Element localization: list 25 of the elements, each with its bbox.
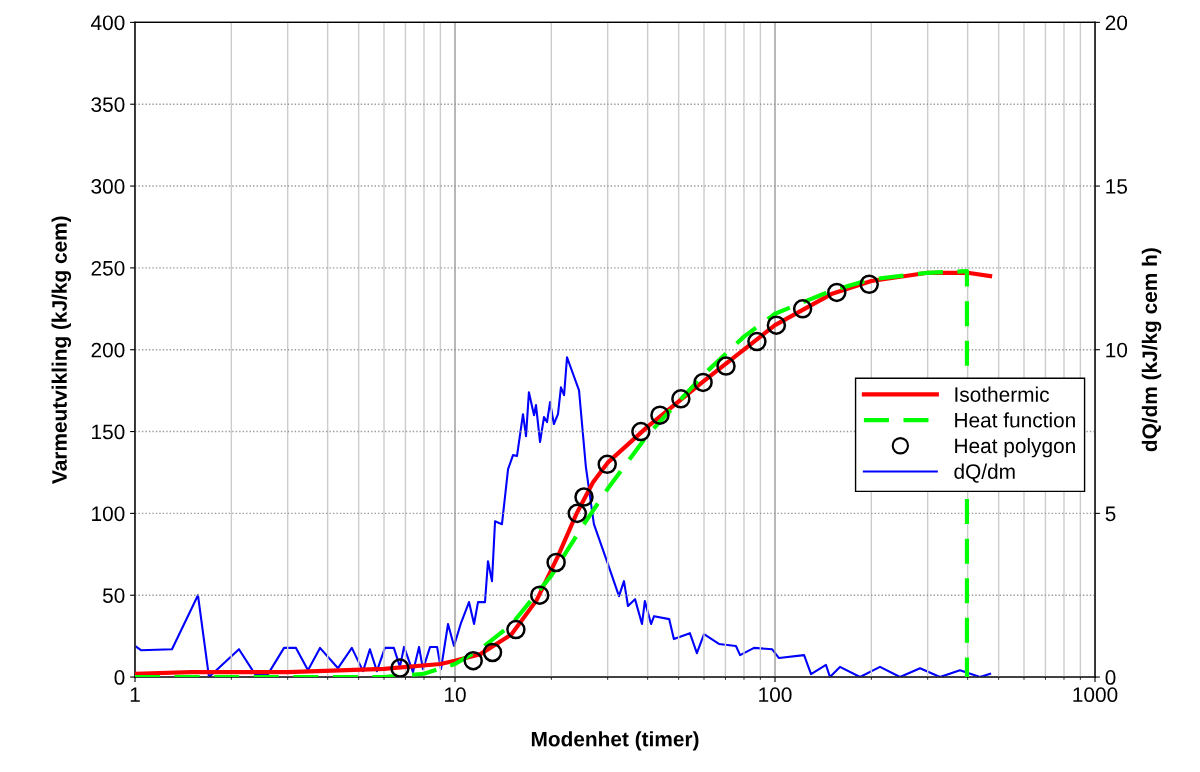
x-axis-title: Modenhet (timer) <box>531 731 699 751</box>
y2-tick-label: 20 <box>1105 15 1128 31</box>
y-tick-label: 350 <box>91 97 125 112</box>
y-tick-label: 250 <box>91 260 125 276</box>
x-tick-label: 100 <box>759 687 792 703</box>
y2-tick-label: 10 <box>1106 342 1128 358</box>
y-tick-label: 300 <box>91 179 125 194</box>
y2-tick-label: 0 <box>1105 670 1116 685</box>
y2-tick-label: 15 <box>1106 179 1128 194</box>
y-tick-label: 50 <box>102 588 125 603</box>
y2-tick-label: 5 <box>1105 506 1116 522</box>
x-tick-label: 1000 <box>1073 687 1118 703</box>
legend-label: dQ/dm <box>954 463 1015 483</box>
y-tick-label: 0 <box>114 670 125 685</box>
legend-label: Isothermic <box>955 386 1050 402</box>
legend-label: Heat polygon <box>955 437 1075 458</box>
x-tick-label: 10 <box>445 687 466 703</box>
y-tick-label: 200 <box>91 342 125 358</box>
y2-axis-title: dQ/dm (kJ/kg cem h) <box>1141 248 1162 452</box>
y-tick-label: 400 <box>91 15 125 31</box>
x-tick-label: 1 <box>130 687 140 702</box>
y-tick-label: 150 <box>92 424 125 440</box>
legend-label: Heat function <box>955 412 1075 428</box>
y-axis-title: Varmeutvikling (kJ/kg cem) <box>51 216 72 484</box>
y-tick-label: 100 <box>92 506 125 522</box>
